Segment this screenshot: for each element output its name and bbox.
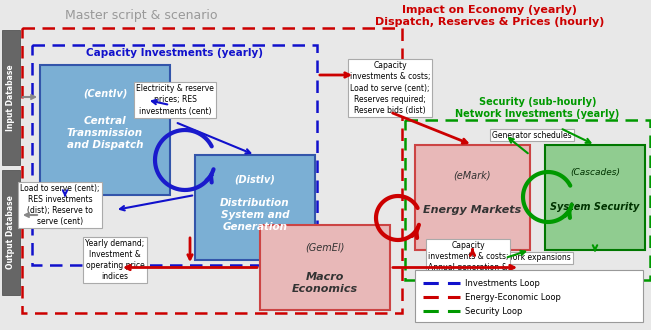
Bar: [415, 270, 643, 322]
Bar: [40, 65, 170, 195]
Text: Network expansions: Network expansions: [493, 253, 571, 262]
Text: Capacity Investments (yearly): Capacity Investments (yearly): [86, 48, 263, 58]
Text: Energy-Economic Loop: Energy-Economic Loop: [465, 292, 561, 302]
Text: Impact on Economy (yearly): Impact on Economy (yearly): [402, 5, 577, 15]
Bar: [22, 28, 402, 313]
Text: (CentIv): (CentIv): [83, 88, 127, 98]
Text: Central
Transmission
and Dispatch: Central Transmission and Dispatch: [67, 115, 143, 150]
Text: Dispatch, Reserves & Prices (hourly): Dispatch, Reserves & Prices (hourly): [376, 17, 605, 27]
Bar: [260, 225, 390, 310]
Text: (Cascades): (Cascades): [570, 169, 620, 178]
Text: System Security: System Security: [550, 202, 640, 212]
Text: Load to serve (cent);
RES investments
(dist); Reserve to
serve (cent): Load to serve (cent); RES investments (d…: [20, 184, 100, 226]
Text: Yearly demand;
Investment &
operating price
indices: Yearly demand; Investment & operating pr…: [85, 239, 145, 281]
Text: Security Loop: Security Loop: [465, 307, 522, 315]
Text: Capacity
investments & costs;
Load to serve (cent);
Reserves required;
Reserve b: Capacity investments & costs; Load to se…: [350, 61, 430, 115]
Text: (eMark): (eMark): [454, 170, 492, 180]
Text: (GemEl): (GemEl): [305, 242, 344, 252]
Text: Input Database: Input Database: [7, 64, 16, 131]
Text: Output Database: Output Database: [7, 196, 16, 269]
Text: Security (sub-hourly): Security (sub-hourly): [478, 97, 596, 107]
Text: Macro
Economics: Macro Economics: [292, 272, 358, 294]
Bar: [415, 145, 530, 250]
Bar: [195, 155, 315, 260]
Bar: [545, 145, 645, 250]
Text: Energy Markets: Energy Markets: [423, 205, 521, 215]
Text: Generator schedules: Generator schedules: [492, 130, 572, 140]
Bar: [2, 170, 20, 295]
Text: (DistIv): (DistIv): [234, 175, 275, 185]
Text: Network Investments (yearly): Network Investments (yearly): [455, 109, 620, 119]
Text: Master script & scenario: Master script & scenario: [65, 9, 217, 21]
Text: Investments Loop: Investments Loop: [465, 279, 540, 287]
Bar: [32, 45, 317, 265]
Bar: [2, 30, 20, 165]
Text: Distribution
System and
Generation: Distribution System and Generation: [220, 198, 290, 232]
Text: Electricity & reserve
prices; RES
investments (cent): Electricity & reserve prices; RES invest…: [136, 84, 214, 116]
Text: Capacity
investments & costs;
Annual generation &
costs by technology;
Storage l: Capacity investments & costs; Annual gen…: [428, 241, 508, 295]
Bar: [405, 120, 650, 280]
